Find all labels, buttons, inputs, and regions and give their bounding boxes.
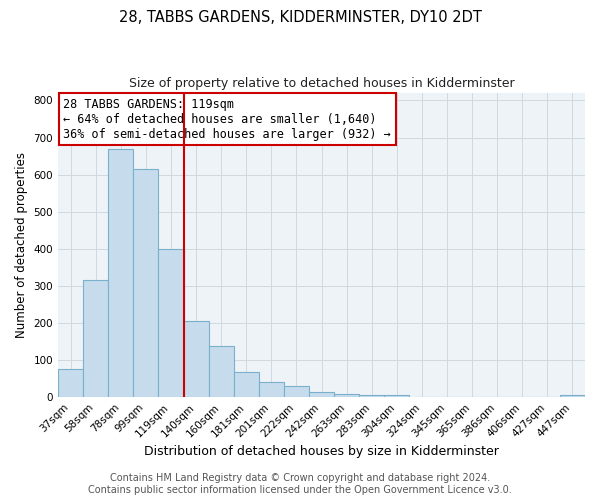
Bar [233,372,259,397]
Text: 28 TABBS GARDENS: 119sqm
← 64% of detached houses are smaller (1,640)
36% of sem: 28 TABBS GARDENS: 119sqm ← 64% of detach… [64,98,391,140]
X-axis label: Distribution of detached houses by size in Kidderminster: Distribution of detached houses by size … [144,444,499,458]
Bar [58,370,83,397]
Text: 28, TABBS GARDENS, KIDDERMINSTER, DY10 2DT: 28, TABBS GARDENS, KIDDERMINSTER, DY10 2… [119,10,481,25]
Bar [133,169,158,397]
Bar [83,280,108,397]
Bar [560,396,585,397]
Bar [259,382,284,397]
Title: Size of property relative to detached houses in Kidderminster: Size of property relative to detached ho… [129,78,514,90]
Y-axis label: Number of detached properties: Number of detached properties [15,152,28,338]
Bar [209,346,233,397]
Bar [184,321,209,397]
Bar [384,396,409,397]
Text: Contains HM Land Registry data © Crown copyright and database right 2024.
Contai: Contains HM Land Registry data © Crown c… [88,474,512,495]
Bar [108,150,133,397]
Bar [334,394,359,397]
Bar [359,396,384,397]
Bar [158,249,184,397]
Bar [309,392,334,397]
Bar [284,386,309,397]
